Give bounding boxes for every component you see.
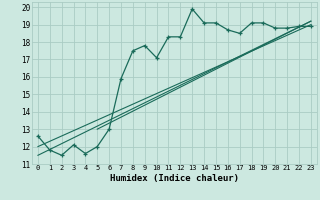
X-axis label: Humidex (Indice chaleur): Humidex (Indice chaleur) [110,174,239,183]
